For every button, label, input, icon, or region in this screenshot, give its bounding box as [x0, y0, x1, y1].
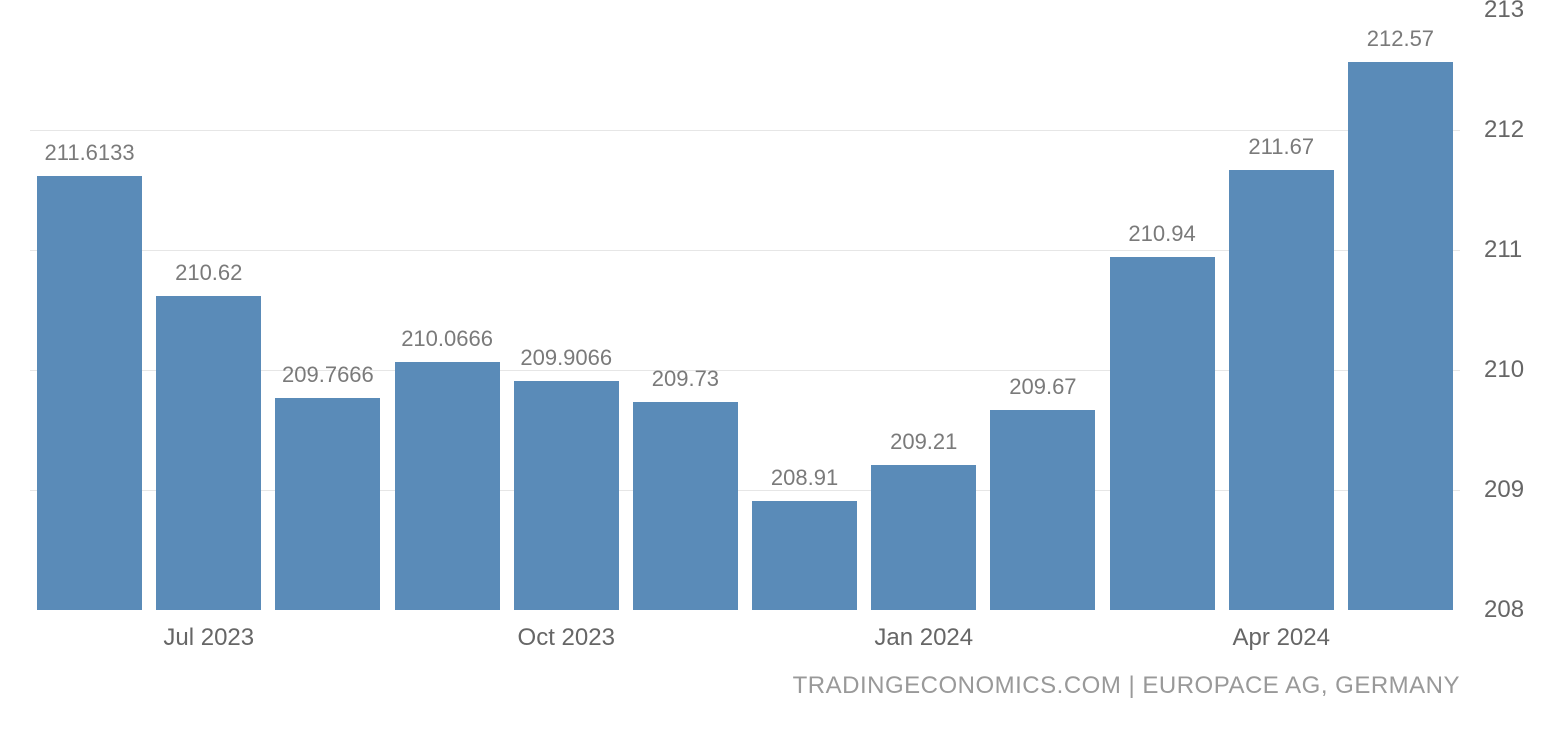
x-tick-label: Jan 2024 [824, 624, 1024, 652]
bar-chart: 208 209 210 211 212 213 Jul 2023 Oct 2023 Jan 2… [0, 0, 1568, 732]
y-tick-label: 213 [1484, 0, 1524, 24]
bar [1229, 170, 1334, 610]
bar [633, 402, 738, 610]
bar [514, 381, 619, 610]
y-tick-label: 211 [1484, 236, 1522, 264]
bar-value-label: 211.6133 [17, 140, 162, 166]
bar [37, 176, 142, 610]
bar [156, 296, 261, 610]
bar-value-label: 209.7666 [255, 362, 400, 388]
y-tick-label: 210 [1484, 356, 1524, 384]
bar-value-label: 212.57 [1328, 26, 1473, 52]
bar [395, 362, 500, 610]
y-tick-label: 208 [1484, 596, 1524, 624]
bar [1110, 257, 1215, 610]
bar [752, 501, 857, 610]
x-tick-label: Apr 2024 [1181, 624, 1381, 652]
bar-value-label: 210.94 [1090, 221, 1235, 247]
x-tick-label: Oct 2023 [466, 624, 666, 652]
bar-value-label: 211.67 [1209, 134, 1354, 160]
bar-value-label: 209.73 [613, 366, 758, 392]
y-tick-label: 209 [1484, 476, 1524, 504]
bar [871, 465, 976, 610]
bar-value-label: 209.67 [970, 374, 1115, 400]
y-tick-label: 212 [1484, 116, 1524, 144]
x-tick-label: Jul 2023 [109, 624, 309, 652]
bar-value-label: 208.91 [732, 465, 877, 491]
source-attribution: TRADINGECONOMICS.COM | EUROPACE AG, GERM… [793, 672, 1460, 700]
bar [990, 410, 1095, 610]
bar-value-label: 210.62 [136, 260, 281, 286]
grid-line [30, 130, 1460, 131]
bar-value-label: 209.21 [851, 429, 996, 455]
bar [1348, 62, 1453, 610]
bar [275, 398, 380, 610]
